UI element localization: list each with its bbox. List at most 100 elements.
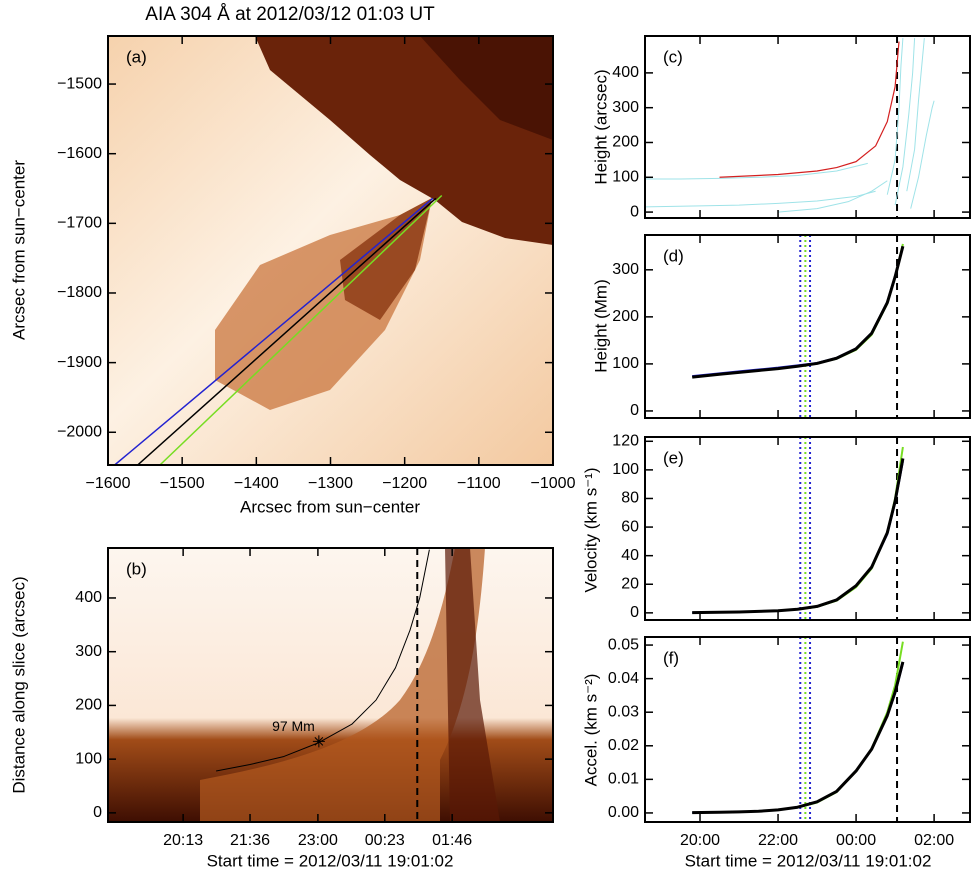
y-tick-label: 0.04 xyxy=(608,670,639,687)
x-tick-label: 00:00 xyxy=(836,832,876,849)
x-axis-label: Start time = 2012/03/11 19:01:02 xyxy=(685,851,932,870)
data-line xyxy=(886,38,904,195)
x-tick-label: 23:00 xyxy=(298,832,338,849)
plot-area xyxy=(114,194,443,465)
y-tick-label: 0.03 xyxy=(608,703,639,720)
y-tick-label: −1900 xyxy=(57,354,102,371)
y-tick-label: 80 xyxy=(621,490,639,507)
data-line xyxy=(910,100,935,209)
panel-label: (f) xyxy=(663,648,679,667)
panel-label: (a) xyxy=(126,47,147,66)
plot-area xyxy=(645,36,935,218)
y-tick-label: 400 xyxy=(612,64,639,81)
y-tick-label: 0 xyxy=(630,402,639,419)
data-line xyxy=(645,190,876,208)
y-tick-label: 100 xyxy=(612,169,639,186)
y-tick-label: −2000 xyxy=(57,423,102,440)
y-tick-label: −1600 xyxy=(57,145,102,162)
y-tick-label: 0.01 xyxy=(608,771,639,788)
x-tick-label: 21:36 xyxy=(230,832,270,849)
y-axis-label: Height (Mm) xyxy=(591,279,610,373)
image-b xyxy=(108,548,553,822)
data-line xyxy=(692,661,905,815)
y-tick-label: 300 xyxy=(75,643,102,660)
data-line xyxy=(692,461,904,614)
panel-label: (c) xyxy=(663,47,683,66)
axes-frame xyxy=(644,636,971,823)
data-line xyxy=(692,246,904,378)
y-tick-label: 0 xyxy=(93,804,102,821)
y-tick-label: 100 xyxy=(612,461,639,478)
y-tick-label: 60 xyxy=(621,518,639,535)
y-tick-label: 200 xyxy=(612,134,639,151)
data-line xyxy=(692,245,905,379)
x-tick-label: 02:00 xyxy=(914,832,954,849)
y-tick-label: 200 xyxy=(75,697,102,714)
y-tick-label: −1800 xyxy=(57,284,102,301)
data-line xyxy=(692,243,904,378)
data-line xyxy=(777,180,888,213)
annotation-marker xyxy=(312,735,325,748)
data-line xyxy=(692,446,904,614)
plot-area xyxy=(692,235,905,418)
y-tick-label: 200 xyxy=(612,308,639,325)
x-tick-label: −1400 xyxy=(234,475,279,492)
data-line xyxy=(216,549,430,772)
y-tick-label: 0.02 xyxy=(608,737,639,754)
panel-label: (b) xyxy=(126,559,147,578)
y-tick-label: 0.05 xyxy=(608,636,639,653)
x-tick-label: −1600 xyxy=(86,475,131,492)
data-line xyxy=(692,663,904,814)
panel-label: (d) xyxy=(663,246,684,265)
plot-area xyxy=(692,637,905,822)
y-tick-label: 100 xyxy=(612,355,639,372)
y-axis-label: Distance along slice (arcsec) xyxy=(9,576,28,793)
x-axis-label: Start time = 2012/03/11 19:01:02 xyxy=(207,851,454,870)
data-line xyxy=(692,458,905,615)
y-tick-label: 40 xyxy=(621,547,639,564)
y-tick-label: −1500 xyxy=(57,75,102,92)
axes-frame xyxy=(644,436,971,621)
axes-frame xyxy=(644,35,971,219)
data-line xyxy=(137,197,437,465)
data-line xyxy=(894,38,916,206)
plot-area xyxy=(216,548,430,822)
y-tick-label: 0 xyxy=(630,203,639,220)
y-axis-label: Height (arcsec) xyxy=(591,69,610,184)
y-tick-label: 0 xyxy=(630,604,639,621)
y-tick-label: 100 xyxy=(75,750,102,767)
y-axis-label: Accel. (km s⁻²) xyxy=(581,674,600,787)
axes-frame xyxy=(644,234,971,419)
x-tick-label: −1300 xyxy=(308,475,353,492)
x-tick-label: −1200 xyxy=(382,475,427,492)
axes-frame xyxy=(107,547,554,823)
x-tick-label: 22:00 xyxy=(758,832,798,849)
data-line xyxy=(906,38,925,192)
x-tick-label: 01:46 xyxy=(432,832,472,849)
y-tick-label: 400 xyxy=(75,589,102,606)
x-tick-label: −1100 xyxy=(457,475,501,492)
plot-area xyxy=(692,437,905,620)
x-axis-label: Arcsec from sun−center xyxy=(240,497,420,516)
y-tick-label: −1700 xyxy=(57,215,102,232)
x-tick-label: −1000 xyxy=(531,475,576,492)
y-tick-label: 300 xyxy=(612,99,639,116)
y-tick-label: 300 xyxy=(612,261,639,278)
y-tick-label: 0.00 xyxy=(608,804,639,821)
x-tick-label: −1500 xyxy=(160,475,205,492)
panel-a-title: AIA 304 Å at 2012/03/12 01:03 UT xyxy=(145,4,435,25)
x-tick-label: 00:23 xyxy=(365,832,405,849)
y-axis-label: Arcsec from sun−center xyxy=(9,160,28,340)
x-tick-label: 20:13 xyxy=(163,832,203,849)
data-line xyxy=(719,41,900,178)
y-tick-label: 20 xyxy=(621,575,639,592)
panel-label: (e) xyxy=(663,448,684,467)
data-line xyxy=(159,194,443,465)
data-line xyxy=(692,641,904,814)
data-line xyxy=(645,162,868,180)
y-axis-label: Velocity (km s⁻¹) xyxy=(581,467,600,592)
x-tick-label: 20:00 xyxy=(680,832,720,849)
y-tick-label: 120 xyxy=(612,433,639,450)
